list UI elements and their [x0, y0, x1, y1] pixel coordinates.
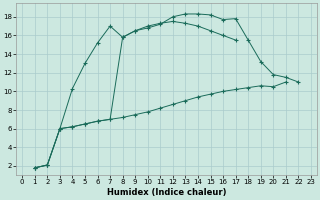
X-axis label: Humidex (Indice chaleur): Humidex (Indice chaleur) — [107, 188, 226, 197]
